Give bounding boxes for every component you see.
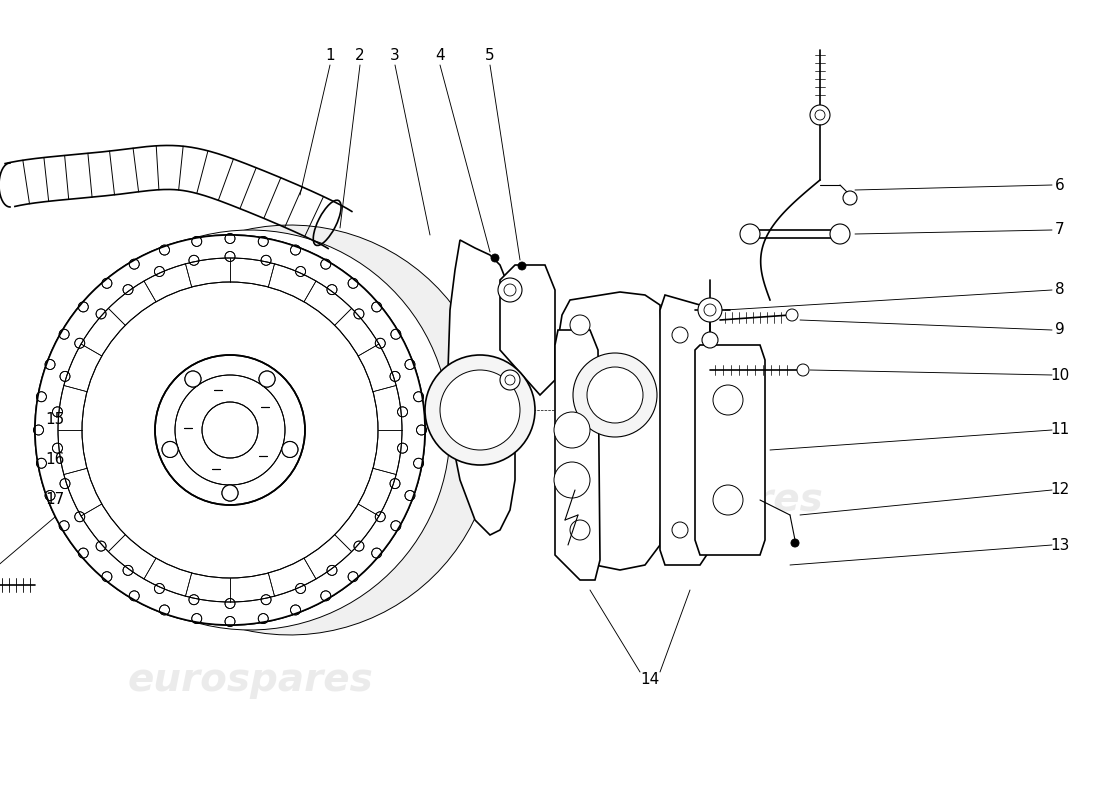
Polygon shape: [62, 230, 450, 630]
Text: 1: 1: [326, 47, 334, 62]
Polygon shape: [500, 265, 556, 395]
Circle shape: [498, 278, 522, 302]
Circle shape: [222, 485, 238, 501]
Circle shape: [185, 371, 201, 387]
Circle shape: [162, 442, 178, 458]
Circle shape: [713, 385, 743, 415]
Text: 9: 9: [1055, 322, 1065, 338]
Circle shape: [185, 371, 201, 387]
Circle shape: [698, 298, 722, 322]
Text: 3: 3: [390, 47, 400, 62]
Circle shape: [35, 235, 425, 625]
Circle shape: [587, 367, 643, 423]
Circle shape: [791, 539, 799, 547]
Circle shape: [518, 262, 526, 270]
Text: 15: 15: [45, 413, 65, 427]
Circle shape: [258, 371, 275, 387]
Text: 2: 2: [355, 47, 365, 62]
Circle shape: [810, 105, 830, 125]
Text: 5: 5: [485, 47, 495, 62]
Text: 8: 8: [1055, 282, 1065, 298]
Circle shape: [672, 522, 688, 538]
Text: 10: 10: [1050, 367, 1069, 382]
Text: 11: 11: [1050, 422, 1069, 438]
Text: 16: 16: [45, 453, 65, 467]
Polygon shape: [556, 330, 600, 580]
Text: 4: 4: [436, 47, 444, 62]
Circle shape: [786, 309, 798, 321]
Circle shape: [500, 370, 520, 390]
Text: 13: 13: [1050, 538, 1069, 553]
Circle shape: [570, 520, 590, 540]
Text: 6: 6: [1055, 178, 1065, 193]
Circle shape: [702, 332, 718, 348]
Circle shape: [222, 485, 238, 501]
Text: 12: 12: [1050, 482, 1069, 498]
Circle shape: [740, 224, 760, 244]
Circle shape: [843, 191, 857, 205]
Polygon shape: [112, 225, 495, 635]
Circle shape: [672, 327, 688, 343]
Circle shape: [830, 224, 850, 244]
Circle shape: [554, 412, 590, 448]
Text: 14: 14: [640, 673, 660, 687]
Polygon shape: [695, 345, 764, 555]
Circle shape: [282, 442, 298, 458]
Circle shape: [162, 442, 178, 458]
Circle shape: [35, 235, 425, 625]
Text: eurospares: eurospares: [578, 481, 823, 519]
Polygon shape: [558, 292, 666, 570]
Circle shape: [258, 371, 275, 387]
Circle shape: [425, 355, 535, 465]
Circle shape: [798, 364, 808, 376]
Circle shape: [570, 315, 590, 335]
Text: eurospares: eurospares: [128, 661, 373, 699]
Circle shape: [491, 254, 499, 262]
Polygon shape: [448, 240, 515, 535]
Circle shape: [713, 485, 743, 515]
Text: 17: 17: [45, 493, 65, 507]
Circle shape: [554, 462, 590, 498]
Circle shape: [573, 353, 657, 437]
Text: 7: 7: [1055, 222, 1065, 238]
Circle shape: [440, 370, 520, 450]
Polygon shape: [660, 295, 710, 565]
Circle shape: [282, 442, 298, 458]
